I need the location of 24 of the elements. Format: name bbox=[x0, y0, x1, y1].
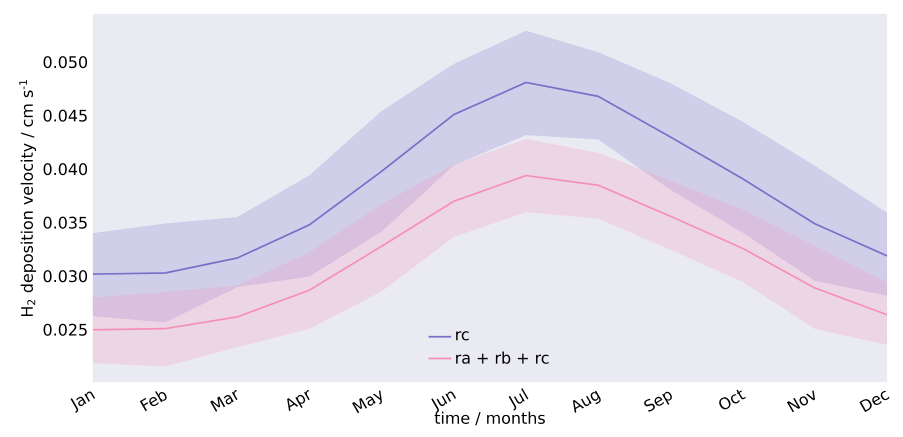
legend-label: rc bbox=[456, 331, 469, 340]
x-tick-label: Apr bbox=[287, 390, 310, 412]
x-tick-label: Nov bbox=[786, 390, 816, 412]
x-tick-label: Dec bbox=[859, 390, 890, 412]
x-tick-label: Jun bbox=[431, 392, 456, 414]
x-axis-title: time / months bbox=[434, 412, 545, 426]
y-tick-label: 0.040 bbox=[44, 163, 88, 176]
x-tick-label: Jul bbox=[508, 388, 528, 411]
line-series bbox=[92, 82, 888, 275]
x-tick-label: May bbox=[352, 390, 382, 414]
x-tick-label: Aug bbox=[572, 390, 601, 414]
y-tick-label: 0.030 bbox=[44, 270, 88, 282]
y-tick-label: 0.045 bbox=[44, 110, 87, 122]
y-tick-label: 0.050 bbox=[44, 56, 88, 68]
x-tick-label: Oct bbox=[719, 390, 746, 410]
x-tick-label: Sep bbox=[644, 392, 672, 412]
legend-label: ra + rb + rc bbox=[456, 352, 549, 364]
y-axis-title: H$_{2}$ deposition velocity / cm s$^{-1}$ bbox=[19, 80, 36, 316]
y-tick-label: 0.035 bbox=[44, 216, 87, 229]
x-tick-label: Feb bbox=[140, 391, 167, 412]
x-tick-label: Mar bbox=[210, 390, 238, 412]
line-series bbox=[92, 174, 888, 331]
x-tick-label: Jan bbox=[70, 392, 96, 413]
y-tick-label: 0.025 bbox=[44, 324, 87, 336]
